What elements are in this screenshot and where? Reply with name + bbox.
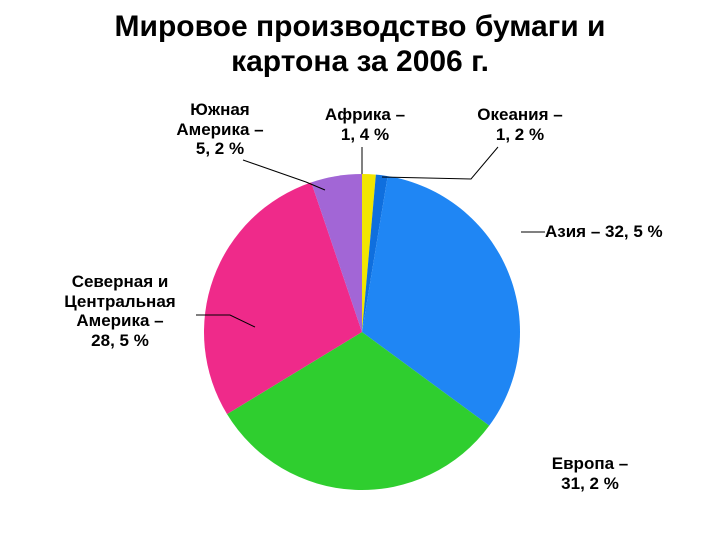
pie-label-ncamer: Северная и Центральная Америка – 28, 5 % <box>40 272 200 350</box>
leader-samer <box>243 160 325 190</box>
pie-label-asia: Азия – 32, 5 % <box>545 222 715 242</box>
leader-ncamer <box>196 315 255 327</box>
pie-label-africa: Африка – 1, 4 % <box>305 105 425 144</box>
leader-oceania <box>382 147 498 179</box>
pie-label-europe: Европа – 31, 2 % <box>510 454 670 493</box>
pie-label-oceania: Океания – 1, 2 % <box>450 105 590 144</box>
pie-label-samer: Южная Америка – 5, 2 % <box>150 100 290 159</box>
